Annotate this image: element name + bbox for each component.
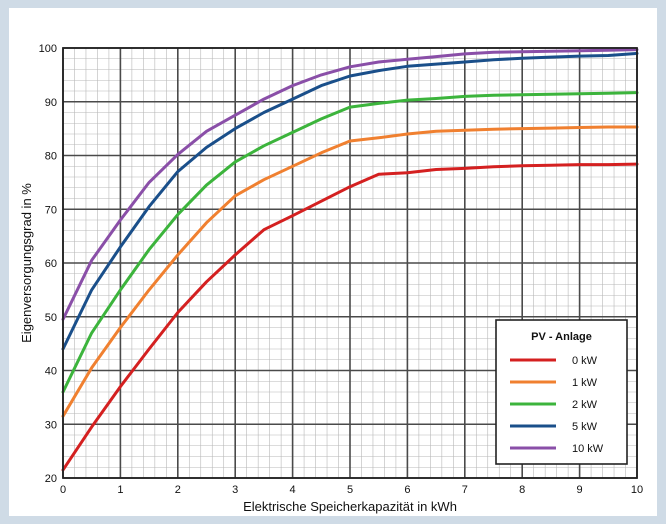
y-axis-title: Eigenversorgungsgrad in % [19, 183, 34, 343]
y-tick-label: 90 [45, 97, 57, 109]
line-chart: 0 1 2 3 4 5 6 7 8 9 10 20 30 40 50 60 70 80 90 100 Elektri… [19, 43, 643, 514]
legend-box [495, 319, 628, 465]
x-tick-label: 9 [577, 484, 583, 496]
series-line-1-kw [61, 125, 639, 418]
series-line-2-kw [61, 91, 639, 394]
y-tick-label: 60 [45, 258, 57, 270]
series-line-5-kw [61, 51, 639, 351]
y-tick-label: 70 [45, 204, 57, 216]
plot-border [62, 47, 638, 479]
y-tick-label: 80 [45, 151, 57, 163]
chart-panel: 0 1 2 3 4 5 6 7 8 9 10 20 30 40 50 60 70 80 90 100 Elektri… [9, 8, 657, 516]
legend-title: PV - Anlage [531, 331, 592, 343]
legend-items: 0 kW 1 kW 2 kW 5 kW 10 kW [510, 355, 604, 455]
y-tick-label: 100 [39, 43, 57, 55]
x-axis-title: Elektrische Speicherkapazität in kWh [243, 499, 457, 514]
x-tick-label: 3 [232, 484, 238, 496]
legend-label: 0 kW [572, 355, 598, 367]
x-tick-label: 4 [290, 484, 296, 496]
x-tick-label: 5 [347, 484, 353, 496]
y-tick-label: 20 [45, 473, 57, 485]
x-tick-label: 10 [631, 484, 643, 496]
axes [62, 47, 638, 479]
x-tick-label: 7 [462, 484, 468, 496]
legend-label: 1 kW [572, 377, 598, 389]
x-tick-label: 2 [175, 484, 181, 496]
series-line-10-kw [61, 48, 639, 321]
legend-label: 10 kW [572, 443, 604, 455]
y-tick-label: 50 [45, 312, 57, 324]
series-layer [61, 48, 639, 472]
legend-label: 5 kW [572, 421, 598, 433]
x-tick-label: 0 [60, 484, 66, 496]
x-tick-label: 8 [519, 484, 525, 496]
legend-label: 2 kW [572, 399, 598, 411]
y-tick-label: 30 [45, 419, 57, 431]
series-line-0-kw [61, 162, 639, 472]
y-tick-label: 40 [45, 366, 57, 378]
x-tick-label: 6 [404, 484, 410, 496]
x-tick-label: 1 [117, 484, 123, 496]
legend: PV - Anlage 0 kW 1 kW 2 kW 5 kW 10 kW [495, 319, 628, 465]
y-tick-labels: 20 30 40 50 60 70 80 90 100 [39, 43, 57, 485]
x-tick-labels: 0 1 2 3 4 5 6 7 8 9 10 [60, 484, 643, 496]
